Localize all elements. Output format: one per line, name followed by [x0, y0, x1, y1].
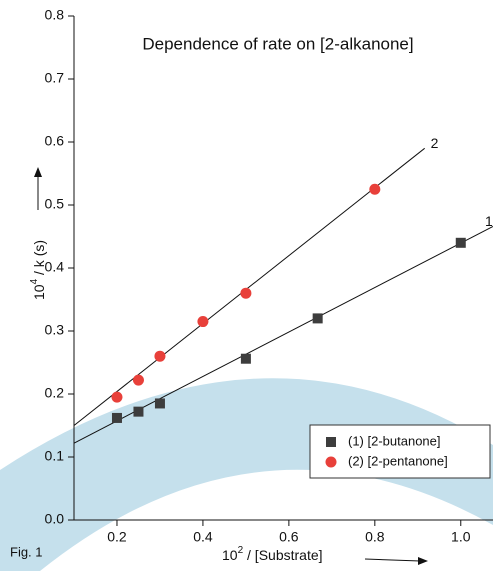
y-tick-label: 0.2 [45, 385, 65, 401]
legend-marker [326, 437, 336, 447]
chart-title: Dependence of rate on [2-alkanone] [142, 34, 413, 53]
y-tick-label: 0.8 [45, 7, 65, 23]
x-tick-label: 0.6 [279, 529, 299, 545]
figure-label: Fig. 1 [10, 544, 43, 559]
y-arrow-head [34, 167, 42, 177]
y-tick-label: 0.4 [45, 259, 65, 275]
y-tick-label: 0.0 [45, 511, 65, 527]
x-tick-label: 0.8 [365, 529, 385, 545]
y-label-base: 10 [31, 284, 47, 300]
data-point [455, 237, 466, 248]
data-point [133, 406, 144, 417]
y-axis-label: 104 / k (s) [29, 240, 47, 300]
fit-line-label: 1 [485, 213, 493, 229]
legend-box [309, 424, 491, 479]
y-tick-label: 0.5 [45, 196, 65, 212]
y-tick-label: 0.6 [45, 133, 65, 149]
data-point [154, 350, 166, 362]
x-label-sup: 2 [238, 545, 244, 556]
x-tick-label: 0.2 [107, 529, 127, 545]
y-tick-label: 0.1 [45, 448, 65, 464]
legend-label: (2) [2-pentanone] [348, 453, 448, 468]
data-point [240, 353, 251, 364]
x-label-base: 10 [222, 547, 238, 563]
x-arrow-head [418, 557, 428, 565]
data-point [197, 316, 209, 328]
data-point [240, 287, 252, 299]
data-point [111, 412, 122, 423]
legend-marker [325, 456, 337, 468]
legend-label: (1) [2-butanone] [348, 433, 441, 448]
y-tick-label: 0.3 [45, 322, 65, 338]
data-point [369, 183, 381, 195]
data-point [111, 391, 123, 403]
data-point [154, 398, 165, 409]
fit-line-label: 2 [431, 135, 439, 151]
x-arrow [364, 558, 421, 562]
y-label-sup: 4 [29, 278, 40, 284]
x-axis-label: 102 / [Substrate] [222, 545, 323, 563]
data-point [132, 374, 144, 386]
y-tick-label: 0.7 [45, 70, 65, 86]
data-point [312, 313, 323, 324]
x-tick-label: 1.0 [451, 529, 471, 545]
x-label-text: / [Substrate] [243, 547, 322, 563]
fit-line [73, 225, 493, 444]
x-tick-label: 0.4 [193, 529, 213, 545]
fit-line [73, 147, 425, 426]
y-label-text: / k (s) [31, 240, 47, 279]
